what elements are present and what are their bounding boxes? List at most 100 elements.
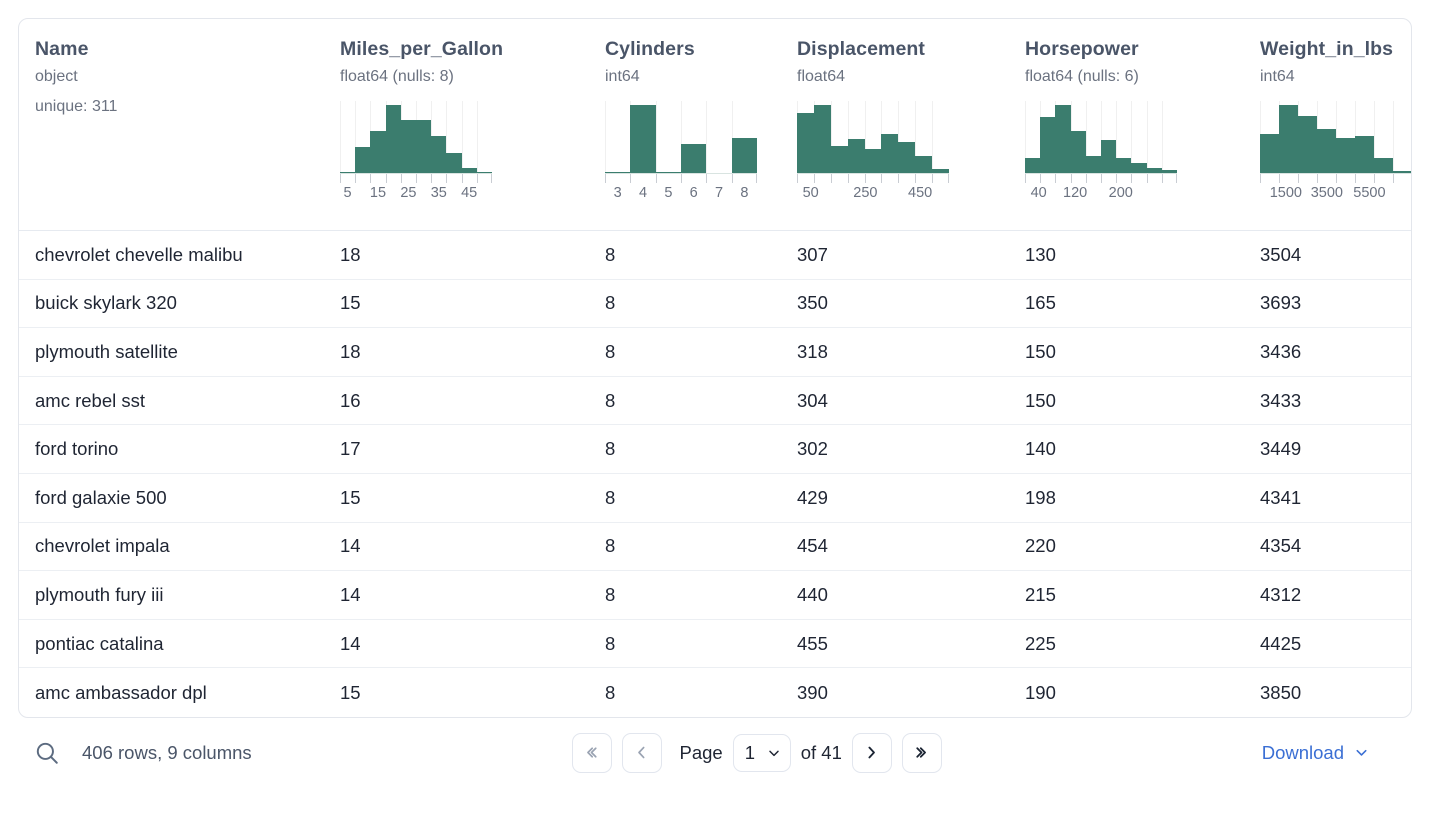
column-dtype: float64 (nulls: 8) [340, 68, 454, 85]
search-icon[interactable] [34, 740, 60, 766]
download-label: Download [1261, 741, 1344, 763]
table-cell: 165 [1025, 292, 1056, 314]
table-cell: 4354 [1260, 535, 1302, 557]
column-header-name[interactable]: Name object unique: 311 [19, 19, 324, 230]
table-cell: 17 [340, 438, 361, 460]
histogram-bar [605, 171, 631, 173]
column-title: Cylinders [605, 38, 695, 60]
column-dtype: int64 [1260, 68, 1295, 85]
histogram-ticks [797, 174, 949, 183]
histogram-bar [416, 119, 432, 173]
histogram-bar [1279, 105, 1298, 173]
table-cell: 8 [605, 486, 616, 508]
table-cell: 18 [340, 243, 361, 265]
table-cell: amc rebel sst [35, 389, 146, 411]
table-cell: 304 [797, 389, 828, 411]
page-label: Page [679, 741, 723, 763]
next-page-button[interactable] [851, 732, 892, 773]
table-cell: 8 [605, 438, 616, 460]
histogram-bar [1131, 163, 1147, 173]
table-cell: 15 [340, 292, 361, 314]
table-row[interactable]: buick skylark 320 15 8 350 165 3693 [19, 280, 1411, 329]
table-cell: amc ambassador dpl [35, 681, 207, 703]
table-cell: 3436 [1260, 340, 1302, 362]
histogram-bar [847, 139, 865, 173]
column-header-miles-per-gallon[interactable]: Miles_per_Gallon float64 (nulls: 8) 5 15 2… [324, 19, 589, 230]
histogram-bar [731, 137, 757, 173]
column-title: Weight_in_lbs [1260, 38, 1394, 60]
table-cell: 16 [340, 389, 361, 411]
table-body: chevrolet chevelle malibu 18 8 307 130 3504 bu… [19, 231, 1411, 717]
table-cell: 225 [1025, 632, 1056, 654]
table-cell: 4341 [1260, 486, 1302, 508]
histogram-plot [1025, 101, 1178, 173]
table-cell: 454 [797, 535, 828, 557]
axis-tick-label: 25 [400, 185, 417, 201]
table-cell: 18 [340, 340, 361, 362]
table-row[interactable]: plymouth fury iii 14 8 440 215 4312 [19, 571, 1411, 620]
table-cell: 8 [605, 583, 616, 605]
previous-page-button[interactable] [621, 732, 662, 773]
histogram-ticks [605, 174, 758, 183]
total-pages-label: of 41 [800, 741, 842, 763]
table-row[interactable]: pontiac catalina 14 8 455 225 4425 [19, 620, 1411, 669]
table-cell: 4425 [1260, 632, 1302, 654]
table-cell: 140 [1025, 438, 1056, 460]
chevron-down-icon [768, 750, 779, 757]
column-header-horsepower[interactable]: Horsepower float64 (nulls: 6) 40 120 200 [1009, 19, 1244, 230]
histogram-bar [461, 167, 477, 173]
table-row[interactable]: ford torino 17 8 302 140 3449 [19, 425, 1411, 474]
column-header-displacement[interactable]: Displacement float64 50 250 450 [781, 19, 1009, 230]
histogram-bar [1260, 134, 1279, 173]
table-row[interactable]: ford galaxie 500 15 8 429 198 4341 [19, 474, 1411, 523]
table-cell: 3433 [1260, 389, 1302, 411]
histogram-bar [476, 171, 493, 173]
column-title: Name [35, 38, 89, 60]
table-cell: 8 [605, 243, 616, 265]
histogram-axis-labels: 50 250 450 [797, 185, 949, 205]
column-title: Horsepower [1025, 38, 1139, 60]
histogram-plot [340, 101, 493, 173]
histogram-bar [340, 171, 356, 173]
table-row[interactable]: amc rebel sst 16 8 304 150 3433 [19, 377, 1411, 426]
last-page-button[interactable] [901, 732, 942, 773]
table-cell: pontiac catalina [35, 632, 164, 654]
table-row[interactable]: plymouth satellite 18 8 318 150 3436 [19, 328, 1411, 377]
table-cell: 150 [1025, 340, 1056, 362]
histogram-bar [1085, 156, 1102, 173]
table-cell: 318 [797, 340, 828, 362]
table-row[interactable]: amc ambassador dpl 15 8 390 190 3850 [19, 668, 1411, 717]
table-cell: chevrolet chevelle malibu [35, 243, 243, 265]
table-cell: 390 [797, 681, 828, 703]
histogram-bar [1070, 130, 1086, 173]
table-cell: 14 [340, 632, 361, 654]
table-row[interactable]: chevrolet impala 14 8 454 220 4354 [19, 523, 1411, 572]
axis-tick-label: 15 [369, 185, 387, 201]
first-page-button[interactable] [571, 732, 612, 773]
table-cell: 198 [1025, 486, 1056, 508]
axis-tick-label: 3500 [1310, 185, 1344, 201]
histogram-bar [630, 105, 656, 173]
table-row[interactable]: chevrolet chevelle malibu 18 8 307 130 3504 [19, 231, 1411, 280]
double-chevron-right-icon [916, 747, 927, 759]
page-number-select[interactable]: 1 [732, 733, 791, 772]
axis-tick-label: 450 [908, 185, 933, 201]
table-cell: 8 [605, 681, 616, 703]
histogram-bar [898, 141, 916, 173]
column-header-weight-in-lbs[interactable]: Weight_in_lbs int64 1500 3500 5500 [1244, 19, 1411, 230]
histogram-baseline [1260, 173, 1411, 174]
histogram-bar [655, 171, 681, 173]
table-cell: 15 [340, 681, 361, 703]
column-title: Miles_per_Gallon [340, 38, 504, 60]
data-table-card: Name object unique: 311 Miles_per_Gallon… [18, 18, 1412, 718]
histogram-bar [1317, 128, 1336, 173]
download-control[interactable]: Download [1262, 742, 1410, 764]
histogram-bar [1025, 158, 1041, 173]
histogram-bar [1146, 168, 1162, 173]
table-cell: 350 [797, 292, 828, 314]
pagination-controls: Page 1 of 41 [252, 732, 1262, 773]
histogram-bar [864, 149, 882, 173]
column-dtype: float64 [797, 68, 846, 85]
axis-tick-label: 7 [714, 185, 724, 201]
